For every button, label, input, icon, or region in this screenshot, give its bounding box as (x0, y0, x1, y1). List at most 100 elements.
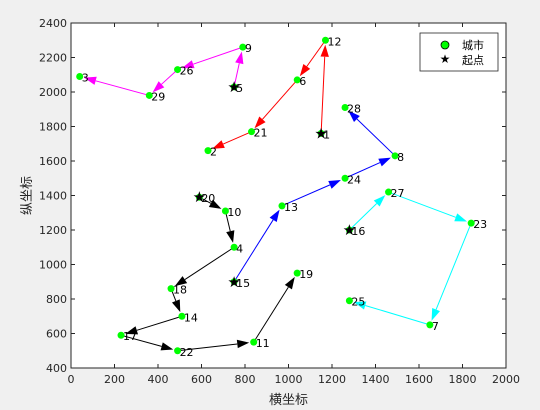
city-marker (174, 66, 182, 74)
city-marker (317, 129, 325, 137)
route-arrowhead (328, 180, 341, 189)
legend-city-label: 城市 (462, 38, 484, 52)
route-segment (184, 246, 235, 281)
city-label: 26 (180, 65, 194, 78)
y-axis-title: 纵坐标 (20, 176, 35, 215)
route-arrowhead (174, 276, 188, 287)
start-marker: ★ (193, 188, 206, 206)
x-tick-label: 0 (68, 373, 75, 386)
y-tick-label: 800 (46, 293, 67, 306)
y-tick-label: 600 (46, 328, 67, 341)
city-label: 15 (236, 277, 250, 290)
route-arrowhead (226, 230, 235, 243)
city-marker (239, 43, 247, 51)
city-marker (467, 219, 475, 227)
city-marker (385, 188, 393, 196)
city-label: 22 (180, 346, 194, 359)
route-arrowhead (84, 76, 97, 85)
route-arrowhead (348, 110, 360, 123)
city-marker (195, 193, 203, 201)
route-arrowhead (152, 81, 165, 93)
route-segment (136, 315, 183, 331)
route-arrowhead (160, 342, 174, 351)
route-arrowhead (269, 209, 280, 223)
y-tick-label: 2400 (39, 17, 67, 30)
city-marker (321, 36, 329, 44)
city-label: 29 (151, 90, 165, 103)
city-label: 16 (351, 225, 365, 238)
city-label: 25 (351, 296, 365, 309)
route-arrowhead (212, 140, 225, 149)
route-arrowhead (208, 199, 222, 209)
city-label: 14 (184, 311, 198, 324)
city-marker (178, 312, 186, 320)
route-segment (193, 46, 243, 65)
route-arrowhead (353, 301, 367, 310)
route-segment (95, 80, 150, 96)
city-marker (426, 321, 434, 329)
route-segment (306, 39, 326, 67)
city-label: 17 (123, 330, 137, 343)
x-tick-label: 1200 (318, 373, 346, 386)
city-label: 5 (236, 82, 243, 95)
legend: 城市 ★ 起点 (419, 32, 499, 72)
city-marker (76, 72, 84, 80)
city-label: 28 (347, 103, 361, 116)
route-arrowhead (454, 213, 467, 222)
city-marker (341, 174, 349, 182)
city-label: 11 (256, 337, 270, 350)
city-label: 4 (236, 242, 243, 255)
city-label: 9 (245, 42, 252, 55)
route-segment (356, 118, 396, 157)
city-marker (117, 331, 125, 339)
y-tick-label: 1400 (39, 190, 67, 203)
route-arrowhead (373, 195, 386, 207)
route-arrowhead (299, 64, 311, 77)
route-arrowhead (235, 51, 244, 65)
y-tick-label: 1200 (39, 224, 67, 237)
route-segment (262, 79, 298, 120)
city-marker (341, 104, 349, 112)
city-marker (250, 338, 258, 346)
city-label: 19 (299, 268, 313, 281)
route-arrowhead (171, 299, 181, 313)
start-marker: ★ (227, 273, 240, 291)
legend-start-label: 起点 (462, 54, 484, 67)
route-segment (222, 131, 252, 145)
route-segment (233, 219, 274, 283)
route-arrowhead (254, 116, 266, 129)
city-marker (345, 226, 353, 234)
route-segment (344, 162, 381, 179)
start-marker: ★ (314, 124, 327, 142)
route-segment (233, 63, 240, 87)
city-label: 8 (397, 151, 404, 164)
y-tick-label: 1000 (39, 259, 67, 272)
city-label: 27 (391, 187, 405, 200)
city-layer (76, 36, 475, 355)
x-axis-title: 横坐标 (269, 393, 308, 408)
x-tick-label: 1000 (275, 373, 303, 386)
city-marker (293, 76, 301, 84)
x-tick-label: 600 (191, 373, 212, 386)
y-tick-label: 1600 (39, 155, 67, 168)
city-label: 10 (227, 206, 241, 219)
city-label: 2 (210, 146, 217, 159)
route-segment (388, 191, 456, 218)
city-marker (293, 269, 301, 277)
route-arrowhead (320, 44, 329, 57)
city-marker (248, 128, 256, 136)
city-marker (221, 207, 229, 215)
route-segment (365, 304, 431, 326)
route-arrowhead (284, 276, 295, 290)
x-tick-label: 2000 (492, 373, 520, 386)
city-label: 13 (284, 201, 298, 214)
city-marker (345, 297, 353, 305)
route-segment (120, 334, 162, 347)
city-label: 24 (347, 173, 361, 186)
city-label: 12 (327, 35, 341, 48)
city-marker (174, 347, 182, 355)
legend-box (419, 32, 499, 72)
city-label: 23 (473, 218, 487, 231)
tick-layer: 0 200 400 600 800 1000 1200 1400 1600 1800 2000400… (39, 17, 520, 386)
